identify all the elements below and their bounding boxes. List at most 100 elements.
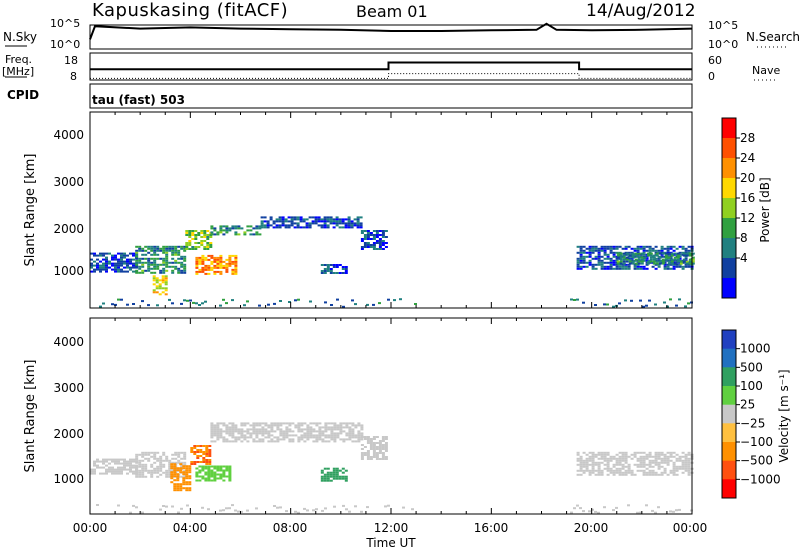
vel-cell-5	[267, 432, 271, 435]
vel-cell-1	[171, 457, 175, 460]
vel-cell-5	[270, 434, 274, 437]
vel-cell-4	[222, 475, 226, 478]
vel-clutter-cell	[255, 507, 258, 510]
power-cell-1	[156, 265, 160, 268]
power-clutter-cell	[141, 300, 144, 303]
power-cell-6	[372, 246, 376, 248]
power-cell-3	[198, 260, 202, 263]
power-cell-3	[213, 266, 217, 269]
power-cell-9	[612, 247, 616, 250]
vel-cell-5	[252, 430, 256, 433]
vel-cell-8	[630, 469, 634, 472]
vel-cell-3	[199, 445, 203, 447]
vel-cell-1	[144, 457, 148, 460]
power-cell-5	[347, 216, 351, 219]
vel-cell-5	[270, 428, 274, 431]
power-cell-0	[123, 266, 126, 269]
power-clutter-cell	[576, 298, 579, 301]
vel-cell-0	[126, 468, 129, 471]
vel-cell-7	[384, 436, 388, 438]
vel-cell-8	[627, 463, 631, 466]
power-cell-9	[669, 245, 673, 248]
vel-cell-5	[225, 432, 229, 435]
vel-cell-5	[267, 440, 271, 443]
vel-cell-5	[273, 436, 277, 439]
vel-cell-8	[663, 459, 667, 462]
power-cell-1	[147, 259, 151, 262]
power-cell-5	[341, 218, 345, 221]
power-cell-8	[158, 285, 162, 288]
vel-cell-1	[183, 461, 187, 464]
vel-clutter-cell	[411, 508, 414, 511]
power-cell-0	[120, 254, 123, 257]
vel-cell-1	[156, 459, 160, 462]
vel-clutter-cell	[678, 508, 681, 511]
vel-cell-1	[135, 457, 139, 460]
vel-cell-1	[177, 455, 181, 458]
power-clutter-cell	[117, 298, 120, 301]
vel-cell-1	[168, 461, 172, 464]
vel-cell-1	[165, 459, 169, 462]
power-cell-9	[636, 247, 640, 250]
power-cell-10	[691, 260, 695, 263]
power-cell-1	[183, 263, 187, 266]
power-cell-1	[138, 245, 142, 248]
vel-cell-0	[99, 466, 102, 469]
power-cell-1	[135, 261, 139, 264]
vel-cell-8	[609, 471, 613, 474]
vel-cell-0	[105, 458, 108, 461]
vel-cell-5	[306, 432, 310, 435]
power-cell-1	[153, 271, 157, 274]
power-cell-8	[161, 275, 165, 278]
power-cell-2	[209, 236, 213, 238]
vel-cell-6	[338, 475, 342, 478]
vel-cell-7	[381, 454, 385, 456]
vel-cell-8	[648, 453, 652, 456]
power-cell-9	[585, 247, 589, 250]
vel-cell-1	[144, 453, 148, 456]
vel-clutter-cell	[588, 510, 591, 513]
velocity-bar-label: Velocity [m s⁻¹]	[777, 369, 791, 462]
power-cell-9	[585, 255, 589, 258]
vel-cell-8	[672, 471, 676, 474]
power-cell-0	[105, 256, 108, 259]
power-cell-10	[670, 258, 674, 261]
xtick-2000: 20:00	[574, 521, 609, 535]
vel-cell-0	[96, 458, 99, 461]
power-cell-4	[222, 233, 226, 236]
vel-cell-5	[213, 424, 217, 427]
vel-cell-8	[639, 469, 643, 472]
power-cell-0	[123, 252, 126, 255]
power-cell-5	[350, 220, 354, 223]
power-cell-9	[636, 263, 640, 266]
vel-cell-2	[170, 463, 174, 466]
vel-cell-4	[207, 467, 211, 470]
vel-cell-7	[381, 440, 385, 442]
freq-tick-top: 18	[64, 54, 78, 67]
power-cell-2	[188, 244, 192, 246]
power-cell-5	[359, 216, 363, 219]
power-cell-10	[640, 256, 644, 259]
vel-cell-1	[180, 465, 184, 468]
vel-cell-5	[219, 436, 223, 439]
power-cell-9	[684, 257, 688, 260]
power-cell-9	[684, 265, 688, 268]
vel-cell-0	[126, 460, 129, 463]
power-cell-5	[356, 224, 360, 227]
vel-cell-8	[624, 459, 628, 462]
power-bar-tick-label: 12	[740, 211, 755, 225]
vel-cell-8	[591, 459, 595, 462]
power-cell-9	[576, 259, 580, 262]
vel-cell-8	[654, 473, 658, 476]
vel-cell-8	[669, 471, 673, 474]
vel-cell-5	[315, 424, 319, 427]
power-cell-10	[667, 262, 671, 265]
vel-cell-8	[624, 453, 628, 456]
power-cell-10	[688, 258, 692, 261]
power-cell-6	[366, 246, 370, 248]
vel-cell-0	[108, 458, 111, 461]
power-cell-1	[162, 269, 166, 272]
power-cell-5	[326, 220, 330, 223]
vel-cell-3	[205, 451, 209, 453]
vel-cell-8	[585, 457, 589, 460]
